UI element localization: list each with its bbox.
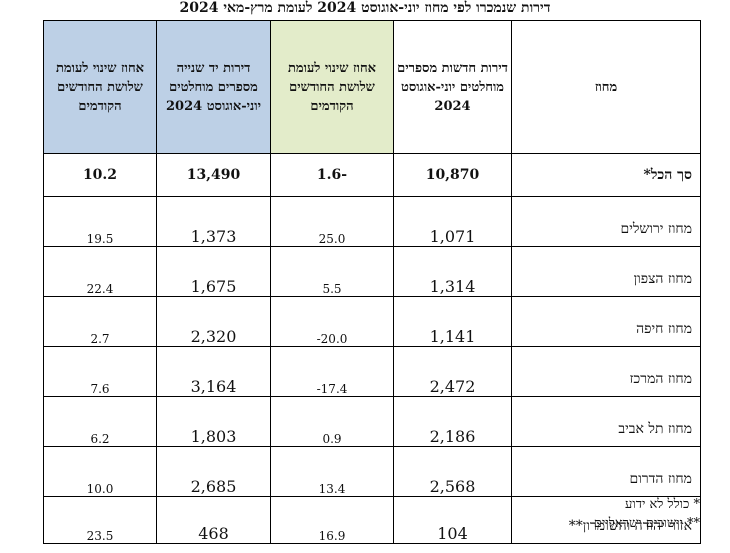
second-sold-cell: 1,675 <box>156 246 271 297</box>
district-name: מחוז חיפה <box>511 296 701 347</box>
total-district: סך הכל* <box>511 153 701 197</box>
new-change-cell: 20.0- <box>270 296 394 347</box>
second-sold-cell: 3,164 <box>156 346 271 397</box>
new-sold-cell: 1,071 <box>393 196 512 247</box>
district-name: אזור יהודה והשומרון** <box>511 496 701 544</box>
new-change-cell: 17.4- <box>270 346 394 397</box>
district-name: מחוז ירושלים <box>511 196 701 247</box>
new-change-cell: 16.9 <box>270 496 394 544</box>
second-change-cell: 2.7 <box>43 296 157 347</box>
table-row: מחוז תל אביב 2,186 0.9 1,803 6.2 <box>43 396 701 447</box>
second-sold-cell: 1,373 <box>156 196 271 247</box>
second-sold-cell: 2,320 <box>156 296 271 347</box>
second-change-cell: 19.5 <box>43 196 157 247</box>
header-new-change: אחוז שינוי לעומת שלושת החודשים הקודמים <box>270 20 394 154</box>
second-sold-cell: 468 <box>156 496 271 544</box>
footnote-settlements: ** יישובים ישראליים <box>593 516 700 531</box>
new-sold-cell: 2,472 <box>393 346 512 397</box>
new-sold-cell: 2,568 <box>393 446 512 497</box>
total-second-sold: 13,490 <box>156 153 271 197</box>
second-change-cell: 23.5 <box>43 496 157 544</box>
second-sold-cell: 1,803 <box>156 396 271 447</box>
second-change-cell: 7.6 <box>43 346 157 397</box>
new-sold-cell: 104 <box>393 496 512 544</box>
table-row: מחוז הדרום 2,568 13.4 2,685 10.0 <box>43 446 701 497</box>
total-row: סך הכל* 10,870 -1.6 13,490 10.2 <box>43 153 701 197</box>
district-name: מחוז הדרום <box>511 446 701 497</box>
second-change-cell: 10.0 <box>43 446 157 497</box>
new-sold-cell: 1,141 <box>393 296 512 347</box>
header-new-sold: דירות חדשות מספרים מוחלטים יוני-אוגוסט 2… <box>393 20 512 154</box>
total-second-change: 10.2 <box>43 153 157 197</box>
new-change-cell: 13.4 <box>270 446 394 497</box>
second-sold-cell: 2,685 <box>156 446 271 497</box>
header-second-sold: דירות יד שנייה מספרים מוחלטים יוני-אוגוס… <box>156 20 271 154</box>
new-change-cell: 5.5 <box>270 246 394 297</box>
table-row: מחוז המרכז 2,472 17.4- 3,164 7.6 <box>43 346 701 397</box>
new-change-cell: 0.9 <box>270 396 394 447</box>
header-district: מחוז <box>511 20 701 154</box>
table-row: אזור יהודה והשומרון** 104 16.9 468 23.5 <box>43 496 701 544</box>
table-row: מחוז חיפה 1,141 20.0- 2,320 2.7 <box>43 296 701 347</box>
district-name: מחוז המרכז <box>511 346 701 397</box>
total-new-change: -1.6 <box>270 153 394 197</box>
new-sold-cell: 1,314 <box>393 246 512 297</box>
district-name: מחוז תל אביב <box>511 396 701 447</box>
table-row: מחוז ירושלים 1,071 25.0 1,373 19.5 <box>43 196 701 247</box>
sales-table: מחוז דירות חדשות מספרים מוחלטים יוני-אוג… <box>43 20 701 544</box>
footnote-unknown: * כולל לא ידוע <box>625 497 700 512</box>
header-second-change: אחוז שינוי לעומת שלושת החודשים הקודמים <box>43 20 157 154</box>
new-sold-cell: 2,186 <box>393 396 512 447</box>
second-change-cell: 22.4 <box>43 246 157 297</box>
header-row: מחוז דירות חדשות מספרים מוחלטים יוני-אוג… <box>43 20 701 154</box>
second-change-cell: 6.2 <box>43 396 157 447</box>
table-title: דירות שנמכרו לפי מחוז יוני-אוגוסט 2024 ל… <box>179 0 551 16</box>
district-name: מחוז הצפון <box>511 246 701 297</box>
table-row: מחוז הצפון 1,314 5.5 1,675 22.4 <box>43 246 701 297</box>
total-new-sold: 10,870 <box>393 153 512 197</box>
new-change-cell: 25.0 <box>270 196 394 247</box>
